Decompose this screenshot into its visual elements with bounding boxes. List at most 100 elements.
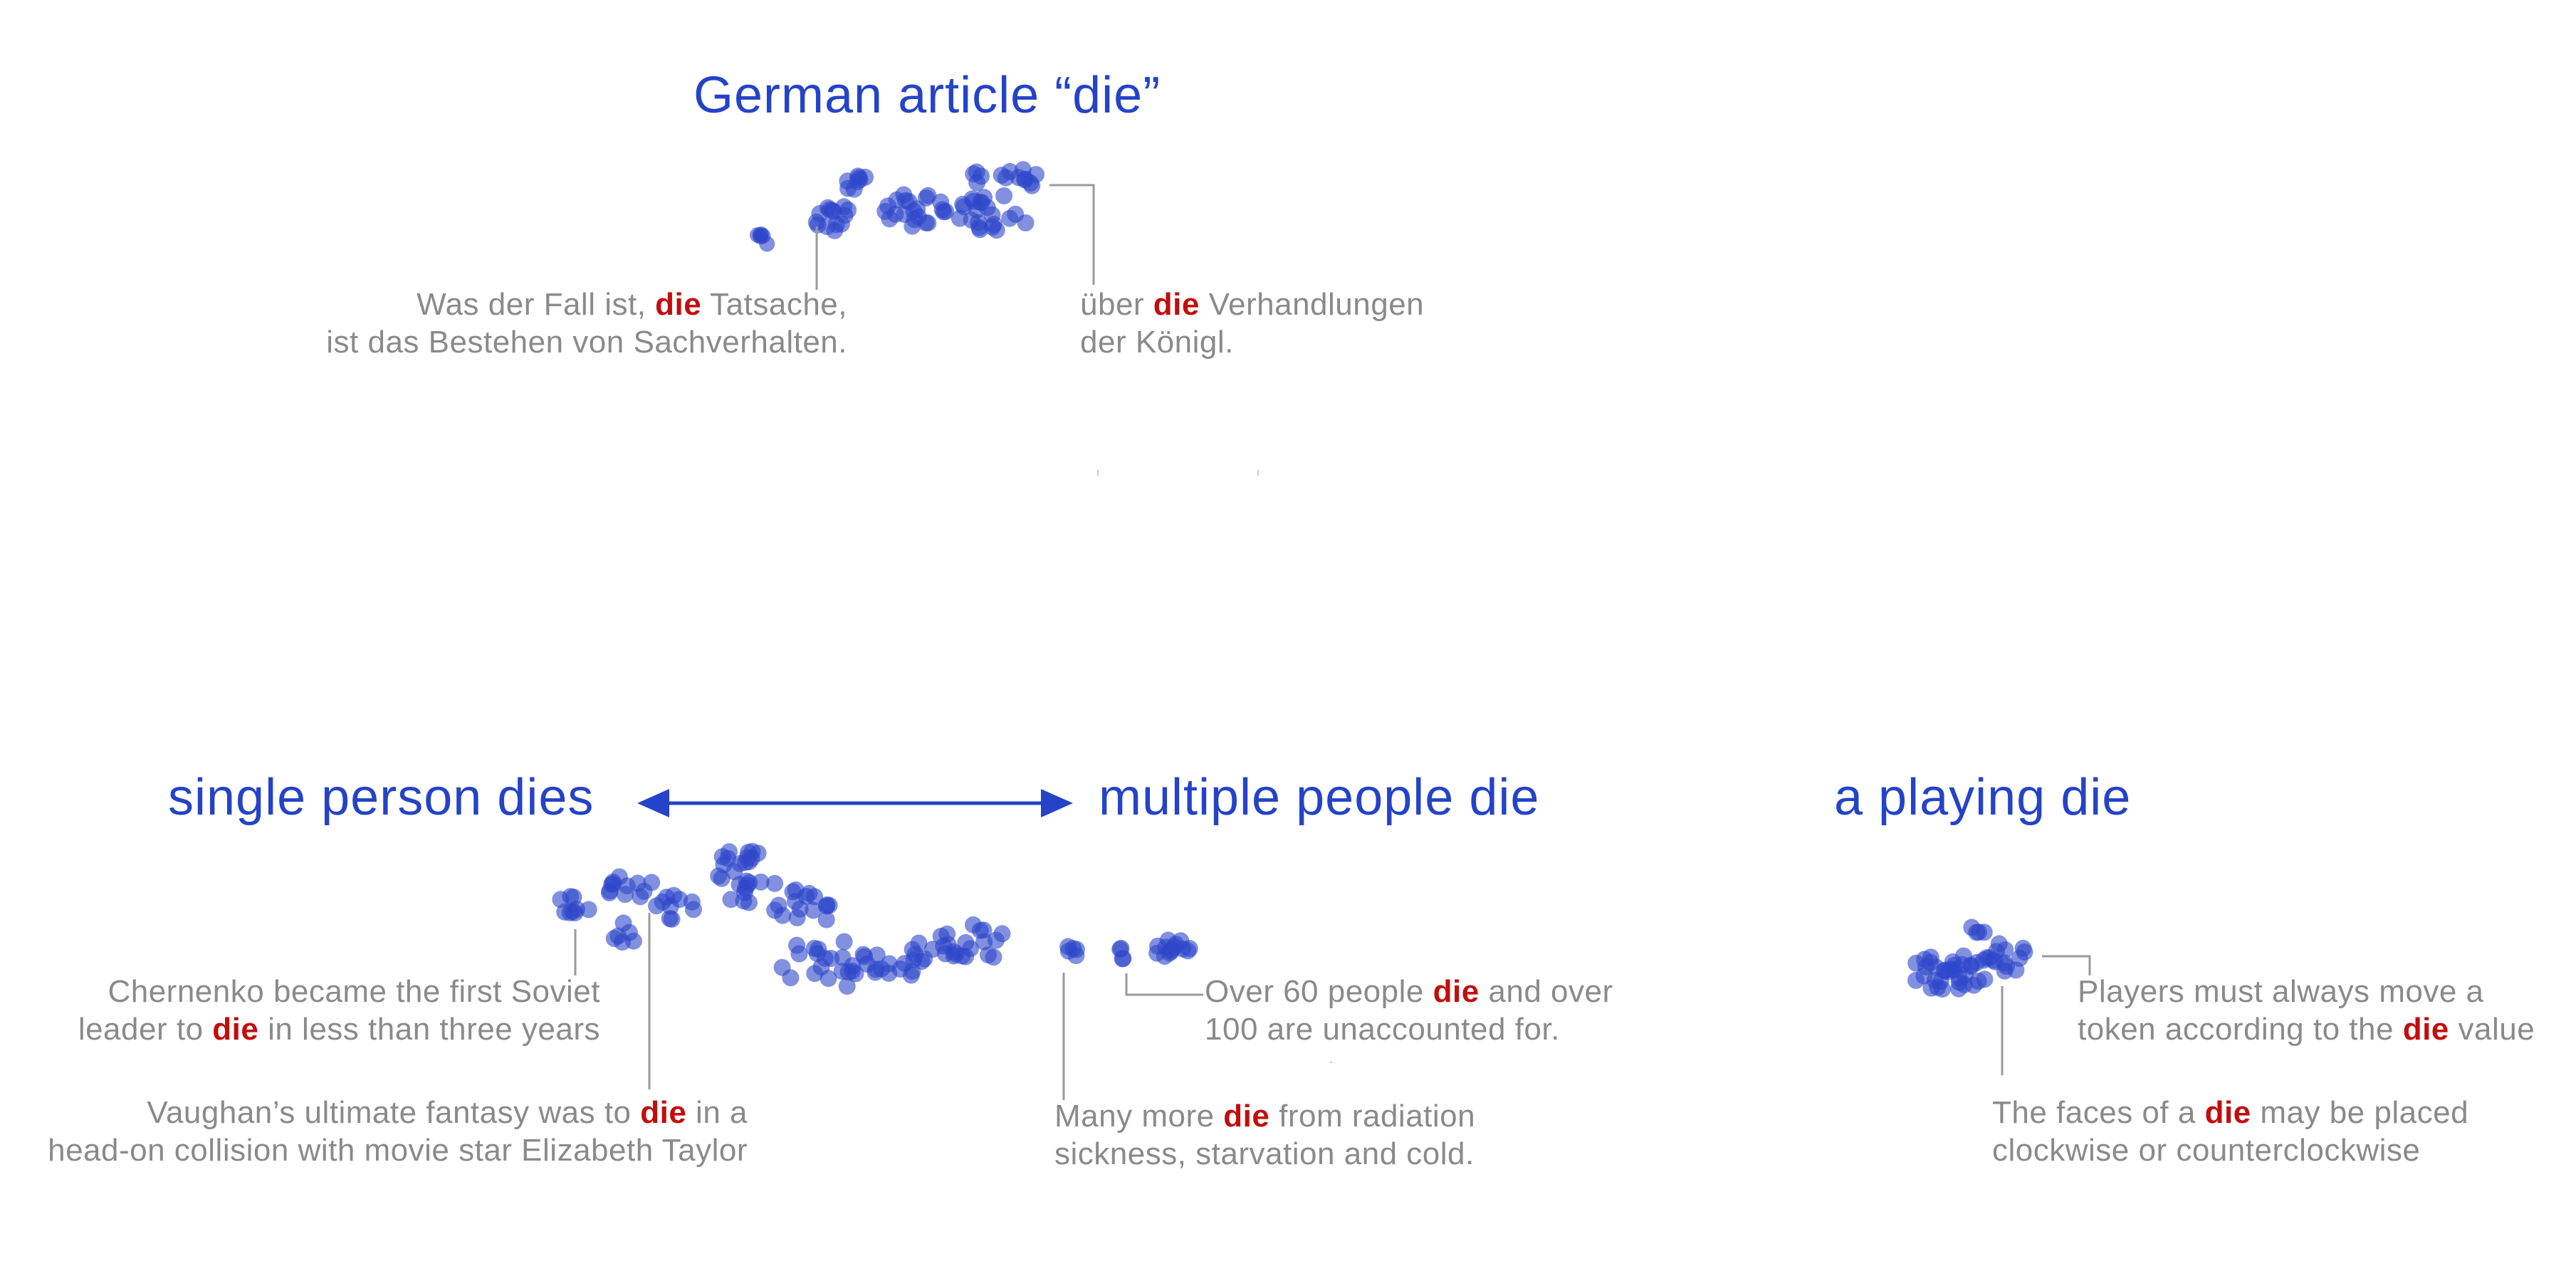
caption-text: token according to the [2078, 1012, 2403, 1047]
caption-over-60-people: Over 60 people die and over 100 are unacc… [1205, 973, 1613, 1048]
cluster-point-german-article [973, 194, 990, 211]
caption-text: Was der Fall ist, [417, 287, 656, 322]
caption-line: über die Verhandlungen [1080, 286, 1424, 323]
leader-line-players [2042, 955, 2091, 975]
cluster-point-german-article [821, 201, 839, 219]
cluster-point-verb-die [614, 933, 631, 951]
caption-text: Over 60 people [1205, 974, 1433, 1009]
caption-german-verhandlungen: über die Verhandlungen der Königl. [1080, 286, 1424, 361]
caption-vaughan: Vaughan’s ultimate fantasy was to die in… [48, 1094, 748, 1169]
cluster-point-playing-die [1963, 919, 1981, 936]
caption-line: The faces of a die may be placed [1992, 1094, 2468, 1131]
cluster-point-german-article [904, 217, 921, 235]
cluster-point-verb-die [1067, 941, 1085, 958]
caption-faces-of-die: The faces of a die may be placed clockwis… [1992, 1094, 2468, 1169]
cluster-point-verb-die [663, 910, 681, 928]
cluster-point-verb-die [766, 874, 784, 892]
cluster-point-verb-die [838, 978, 856, 995]
cluster-point-german-article [876, 202, 894, 220]
caption-text: and over [1479, 974, 1613, 1009]
caption-line: clockwise or counterclockwise [1992, 1131, 2468, 1169]
cluster-point-verb-die [635, 882, 653, 900]
caption-line: der Königl. [1080, 323, 1424, 361]
cluster-point-playing-die [1922, 948, 1939, 966]
cluster-point-verb-die [752, 873, 770, 891]
keyword-die: die [2204, 1095, 2251, 1130]
caption-text: Verhandlungen [1199, 287, 1425, 322]
leader-line-german-right [1049, 184, 1095, 285]
keyword-die: die [2402, 1012, 2449, 1047]
caption-text: may be placed [2251, 1095, 2469, 1130]
caption-text: in less than three years [258, 1012, 600, 1047]
cluster-point-verb-die [975, 933, 993, 951]
cluster-point-german-article [1001, 162, 1019, 180]
caption-text: Vaughan’s ultimate fantasy was to [147, 1095, 641, 1130]
cluster-point-german-article [755, 228, 771, 244]
cluster-point-verb-die [817, 911, 835, 928]
cluster-point-verb-die [665, 886, 683, 904]
cluster-point-verb-die [721, 843, 738, 861]
caption-players-token: Players must always move a token accordin… [2078, 973, 2535, 1048]
cluster-point-playing-die [1933, 980, 1951, 998]
cluster-point-verb-die [1112, 939, 1130, 957]
caption-text: head-on collision with movie star Elizab… [48, 1133, 748, 1168]
caption-line: leader to die in less than three years [78, 1010, 600, 1048]
caption-text: über [1080, 287, 1153, 322]
cluster-point-playing-die [1962, 956, 1980, 974]
cluster-point-verb-die [818, 897, 835, 915]
arrowhead-right-icon [1041, 789, 1073, 817]
cluster-point-verb-die [735, 892, 753, 910]
cluster-point-verb-die [810, 941, 827, 958]
keyword-die: die [655, 287, 702, 322]
keyword-die: die [212, 1012, 259, 1047]
caption-text: in a [686, 1095, 748, 1130]
caption-line: Over 60 people die and over [1205, 973, 1613, 1010]
cluster-point-verb-die [715, 856, 733, 874]
caption-line: Chernenko became the first Soviet [78, 973, 600, 1010]
cluster-point-verb-die [685, 901, 702, 919]
cluster-point-verb-die [614, 914, 632, 932]
caption-text: Players must always move a [2078, 974, 2484, 1009]
cluster-point-german-article [1007, 205, 1025, 223]
cluster-point-verb-die [913, 953, 931, 971]
cluster-point-verb-die [562, 888, 580, 906]
caption-line: Was der Fall ist, die Tatsache, [326, 286, 847, 323]
heading-multiple-people-die: multiple people die [1099, 769, 1540, 826]
cluster-point-verb-die [790, 945, 808, 963]
cluster-point-playing-die [2014, 939, 2032, 957]
cluster-point-verb-die [805, 901, 822, 919]
caption-line: sickness, starvation and cold. [1054, 1135, 1475, 1173]
keyword-die: die [1223, 1099, 1270, 1134]
cluster-point-german-article [845, 180, 863, 198]
cluster-point-german-article [933, 201, 951, 219]
cluster-point-playing-die [1969, 973, 1987, 990]
cluster-point-verb-die [868, 946, 886, 964]
caption-text: value [2449, 1012, 2535, 1047]
cluster-point-verb-die [985, 948, 1002, 966]
caption-line: Players must always move a [2078, 973, 2535, 1010]
cluster-point-verb-die [736, 879, 754, 897]
cluster-point-playing-die [2007, 961, 2025, 979]
cluster-point-german-article [973, 167, 990, 185]
cluster-point-verb-die [648, 897, 666, 915]
cluster-point-verb-die [1179, 942, 1197, 960]
keyword-die: die [1433, 974, 1480, 1009]
cluster-point-verb-die [866, 963, 884, 981]
leader-line-over60 [1125, 973, 1203, 996]
caption-many-more: Many more die from radiation sickness, st… [1054, 1097, 1475, 1173]
caption-chernenko: Chernenko became the first Soviet leader … [78, 973, 600, 1048]
cluster-point-verb-die [962, 940, 979, 958]
cluster-point-playing-die [1950, 973, 1968, 991]
caption-line: ist das Bestehen von Sachverhalten. [326, 323, 847, 361]
caption-line: Many more die from radiation [1054, 1097, 1475, 1135]
caption-text: ist das Bestehen von Sachverhalten. [326, 325, 847, 360]
cluster-point-verb-die [844, 957, 862, 975]
cluster-point-playing-die [1944, 953, 1962, 971]
caption-line: token according to the die value [2078, 1010, 2535, 1048]
caption-text: der Königl. [1080, 325, 1234, 360]
caption-text: sickness, starvation and cold. [1054, 1136, 1475, 1171]
cluster-point-german-article [809, 216, 827, 234]
cluster-point-verb-die [896, 955, 913, 972]
